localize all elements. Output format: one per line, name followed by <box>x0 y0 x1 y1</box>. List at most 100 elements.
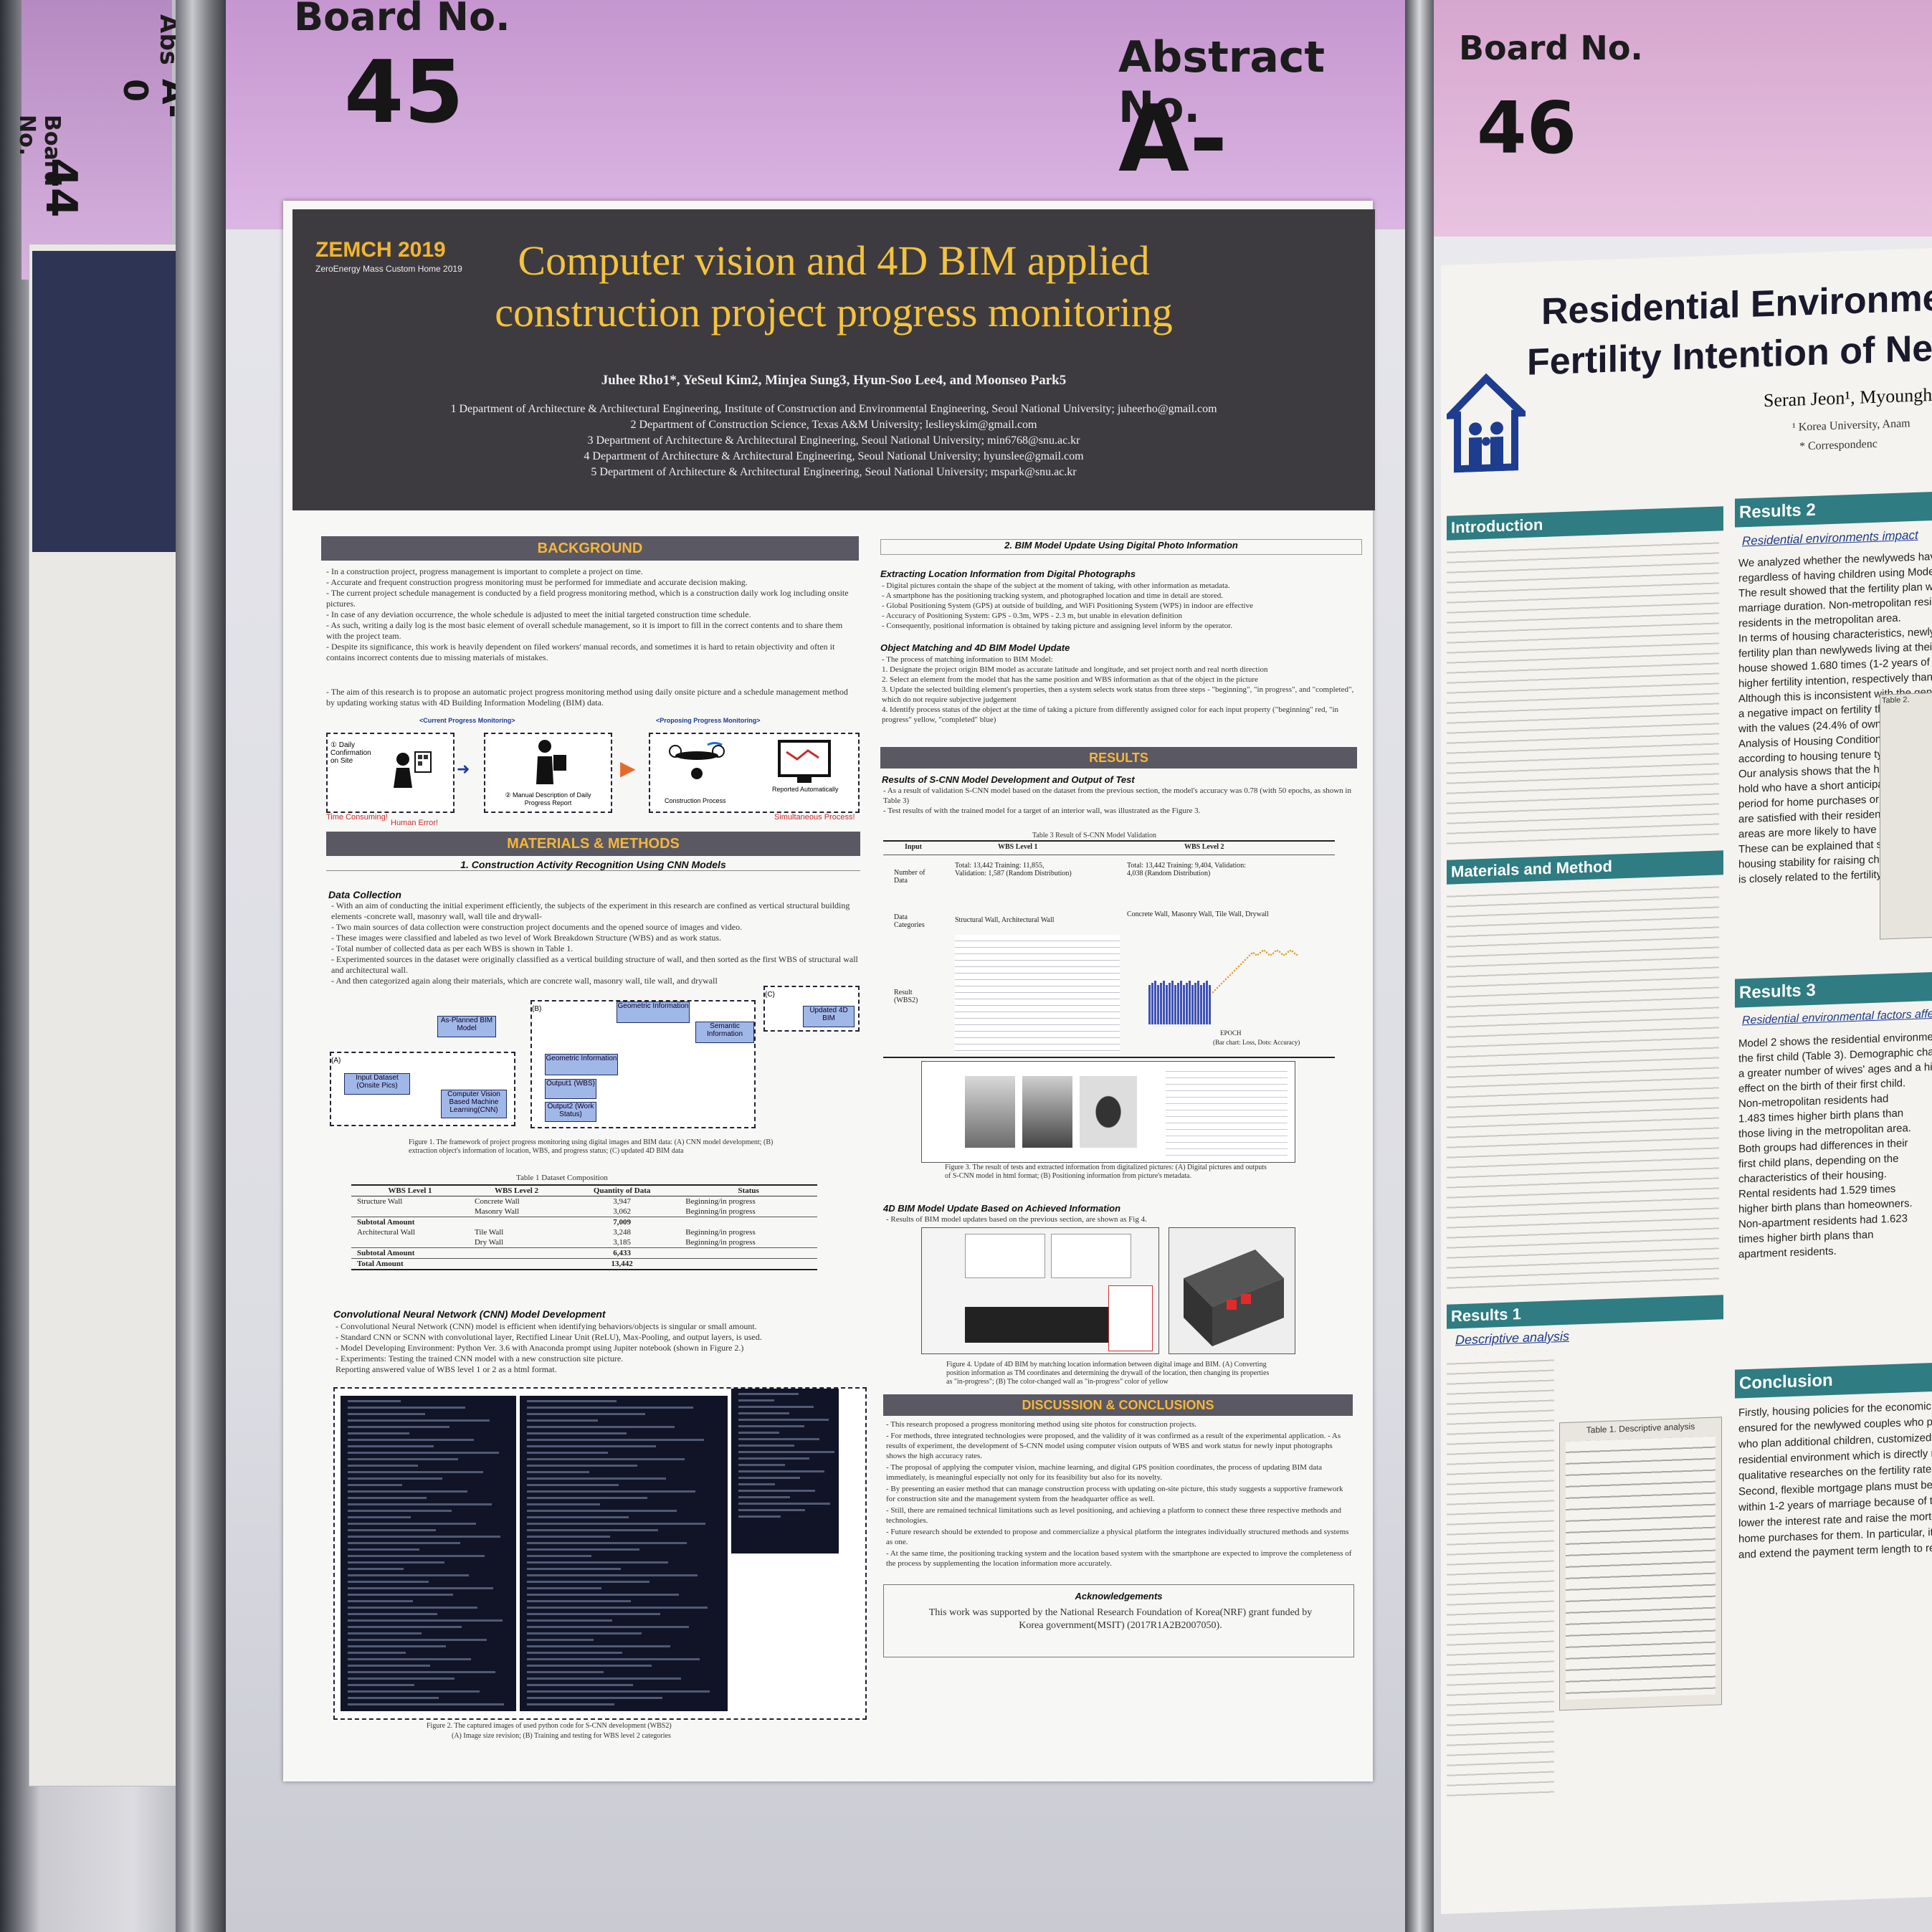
right-board-label: Board No. <box>1459 29 1643 67</box>
accuracy-dot <box>1216 986 1219 989</box>
code-line <box>348 1400 401 1402</box>
methods-heading: MATERIALS & METHODS <box>326 832 860 856</box>
table1-header: Status <box>680 1185 817 1196</box>
proposed-box: Construction Process Reported Automatica… <box>649 733 860 813</box>
methods-sub1: 1. Construction Activity Recognition Usi… <box>326 859 860 871</box>
match-bullet: 1. Designate the project origin BIM mode… <box>882 665 1268 674</box>
accuracy-dot <box>1242 961 1245 963</box>
accuracy-dot <box>1293 952 1296 955</box>
code-line <box>738 1490 815 1492</box>
house-family-logo <box>1441 370 1531 473</box>
code-line <box>527 1639 594 1641</box>
code-line <box>348 1645 447 1647</box>
cnn-bullet: - Experiments: Testing the trained CNN m… <box>336 1353 624 1364</box>
table1-cell: Masonry Wall <box>474 1207 520 1216</box>
accuracy-dot <box>1220 982 1223 985</box>
code-line <box>348 1536 501 1538</box>
loss-bar <box>1177 983 1179 1024</box>
discussion-text: - This research proposed a progress moni… <box>886 1419 1352 1570</box>
discussion-bullet: - Future research should be extended to … <box>886 1528 1349 1546</box>
fig1-input: Input Dataset (Onsite Pics) <box>344 1073 410 1095</box>
bim-plan-view <box>921 1227 1159 1354</box>
board-number: 45 <box>344 43 464 143</box>
right-poster-corr: * Correspondenc <box>1799 437 1878 453</box>
conference-name: ZEMCH 2019 <box>315 238 446 262</box>
left-board-number: 44 <box>36 158 86 218</box>
code-line <box>348 1594 453 1596</box>
code-line <box>738 1503 830 1505</box>
extract-bullet: - Accuracy of Positioning System: GPS - … <box>882 612 1182 620</box>
code-line <box>527 1594 679 1596</box>
worker-inspect-icon <box>385 745 435 799</box>
code-line <box>527 1523 706 1525</box>
loss-bar <box>1154 981 1156 1024</box>
code-line <box>348 1452 499 1454</box>
code-line <box>348 1413 425 1415</box>
loss-bar <box>1189 981 1191 1024</box>
wall-photo-2 <box>1022 1076 1072 1148</box>
accuracy-dot <box>1214 989 1217 991</box>
table1-cell <box>468 1258 565 1270</box>
loss-bar <box>1191 985 1194 1024</box>
code-line <box>527 1542 687 1544</box>
table1-caption: Table 1 Dataset Composition <box>516 1174 608 1182</box>
table1-cell <box>468 1247 565 1259</box>
accuracy-dot <box>1291 950 1294 953</box>
discussion-bullet: - This research proposed a progress moni… <box>886 1420 1196 1429</box>
bim-update-text: - Results of BIM model updates based on … <box>886 1215 1147 1224</box>
background-bullet: - Despite its significance, this work is… <box>326 642 835 662</box>
table1-cell: 3,947 <box>613 1197 632 1206</box>
code-line <box>527 1613 660 1615</box>
proposed-label: <Proposing Progress Monitoring> <box>656 717 761 724</box>
loss-bar <box>1148 985 1151 1024</box>
time-consuming-note: Time Consuming! <box>326 813 388 822</box>
code-line <box>527 1658 700 1660</box>
figure1-caption: Figure 1. The framework of project progr… <box>409 1138 774 1155</box>
accuracy-dot <box>1274 950 1277 953</box>
loss-bar <box>1200 985 1202 1024</box>
code-line <box>738 1445 794 1447</box>
data-collection-bullet: - Experimented sources in the dataset we… <box>331 954 858 975</box>
accuracy-dot <box>1261 950 1264 952</box>
background-bullet: - In case of any deviation occurrence, t… <box>326 609 751 619</box>
fig1-geometric: Geometric Information <box>617 1001 690 1023</box>
accuracy-dot <box>1227 976 1229 979</box>
background-bullet: - In a construction project, progress ma… <box>326 566 643 576</box>
figure3-caption: Figure 3. The result of tests and extrac… <box>945 1164 1267 1180</box>
code-line <box>527 1652 623 1654</box>
code-line <box>348 1432 409 1434</box>
code-line <box>348 1607 478 1609</box>
code-line <box>527 1600 631 1602</box>
code-line <box>527 1536 610 1538</box>
code-line <box>738 1457 809 1460</box>
code-line <box>348 1658 471 1660</box>
affiliation-line: 1 Department of Architecture & Architect… <box>450 403 1217 415</box>
arrow-icon: ➜ <box>457 760 470 778</box>
t3-nod-l2: Total: 13,442 Training: 9,404, Validatio… <box>1127 862 1247 877</box>
code-line <box>527 1555 591 1557</box>
code-line <box>527 1426 675 1428</box>
code-line <box>348 1490 467 1493</box>
accuracy-dot <box>1229 974 1232 976</box>
table1-header: Quantity of Data <box>564 1185 680 1196</box>
code-line <box>738 1470 824 1472</box>
code-line <box>527 1510 677 1512</box>
accuracy-dot <box>1283 953 1285 956</box>
loss-bar <box>1160 983 1162 1024</box>
loss-bar <box>1151 983 1153 1024</box>
data-collection-bullet: - Total number of collected data as per … <box>331 943 574 953</box>
code-line <box>527 1419 598 1422</box>
code-line <box>348 1697 439 1699</box>
accuracy-dot <box>1212 991 1214 994</box>
figure2-code <box>333 1387 867 1720</box>
accuracy-dot <box>1224 978 1227 981</box>
code-line <box>527 1671 604 1673</box>
code-line <box>738 1477 800 1479</box>
drone-icon <box>665 741 729 788</box>
rp-results3-text: Model 2 shows the residential environmen… <box>1738 1029 1932 1262</box>
t3-h3: WBS Level 2 <box>1184 843 1224 851</box>
loss-bar <box>1194 983 1196 1024</box>
code-line <box>348 1477 443 1480</box>
code-screenshot-b <box>520 1396 728 1711</box>
accuracy-dot <box>1222 980 1225 983</box>
